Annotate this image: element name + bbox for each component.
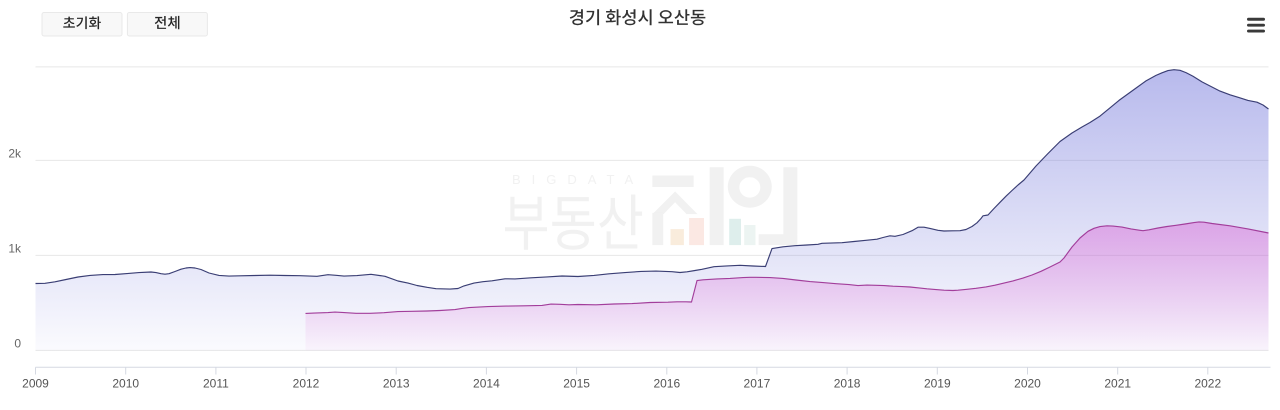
svg-text:2018: 2018: [834, 377, 861, 391]
svg-text:2012: 2012: [293, 377, 320, 391]
svg-text:2k: 2k: [8, 147, 22, 161]
svg-text:0: 0: [14, 337, 21, 351]
svg-text:2017: 2017: [744, 377, 771, 391]
svg-text:2009: 2009: [22, 377, 49, 391]
svg-text:2011: 2011: [203, 377, 229, 391]
svg-text:2019: 2019: [924, 377, 951, 391]
svg-text:2014: 2014: [473, 377, 500, 391]
svg-text:2013: 2013: [383, 377, 410, 391]
svg-text:2015: 2015: [563, 377, 590, 391]
svg-text:2016: 2016: [653, 377, 680, 391]
svg-text:2010: 2010: [112, 377, 139, 391]
svg-text:BIGDATA: BIGDATA: [512, 172, 644, 187]
svg-text:2020: 2020: [1014, 377, 1041, 391]
svg-text:1k: 1k: [8, 242, 22, 256]
svg-text:2021: 2021: [1104, 377, 1131, 391]
svg-text:2022: 2022: [1194, 377, 1221, 391]
